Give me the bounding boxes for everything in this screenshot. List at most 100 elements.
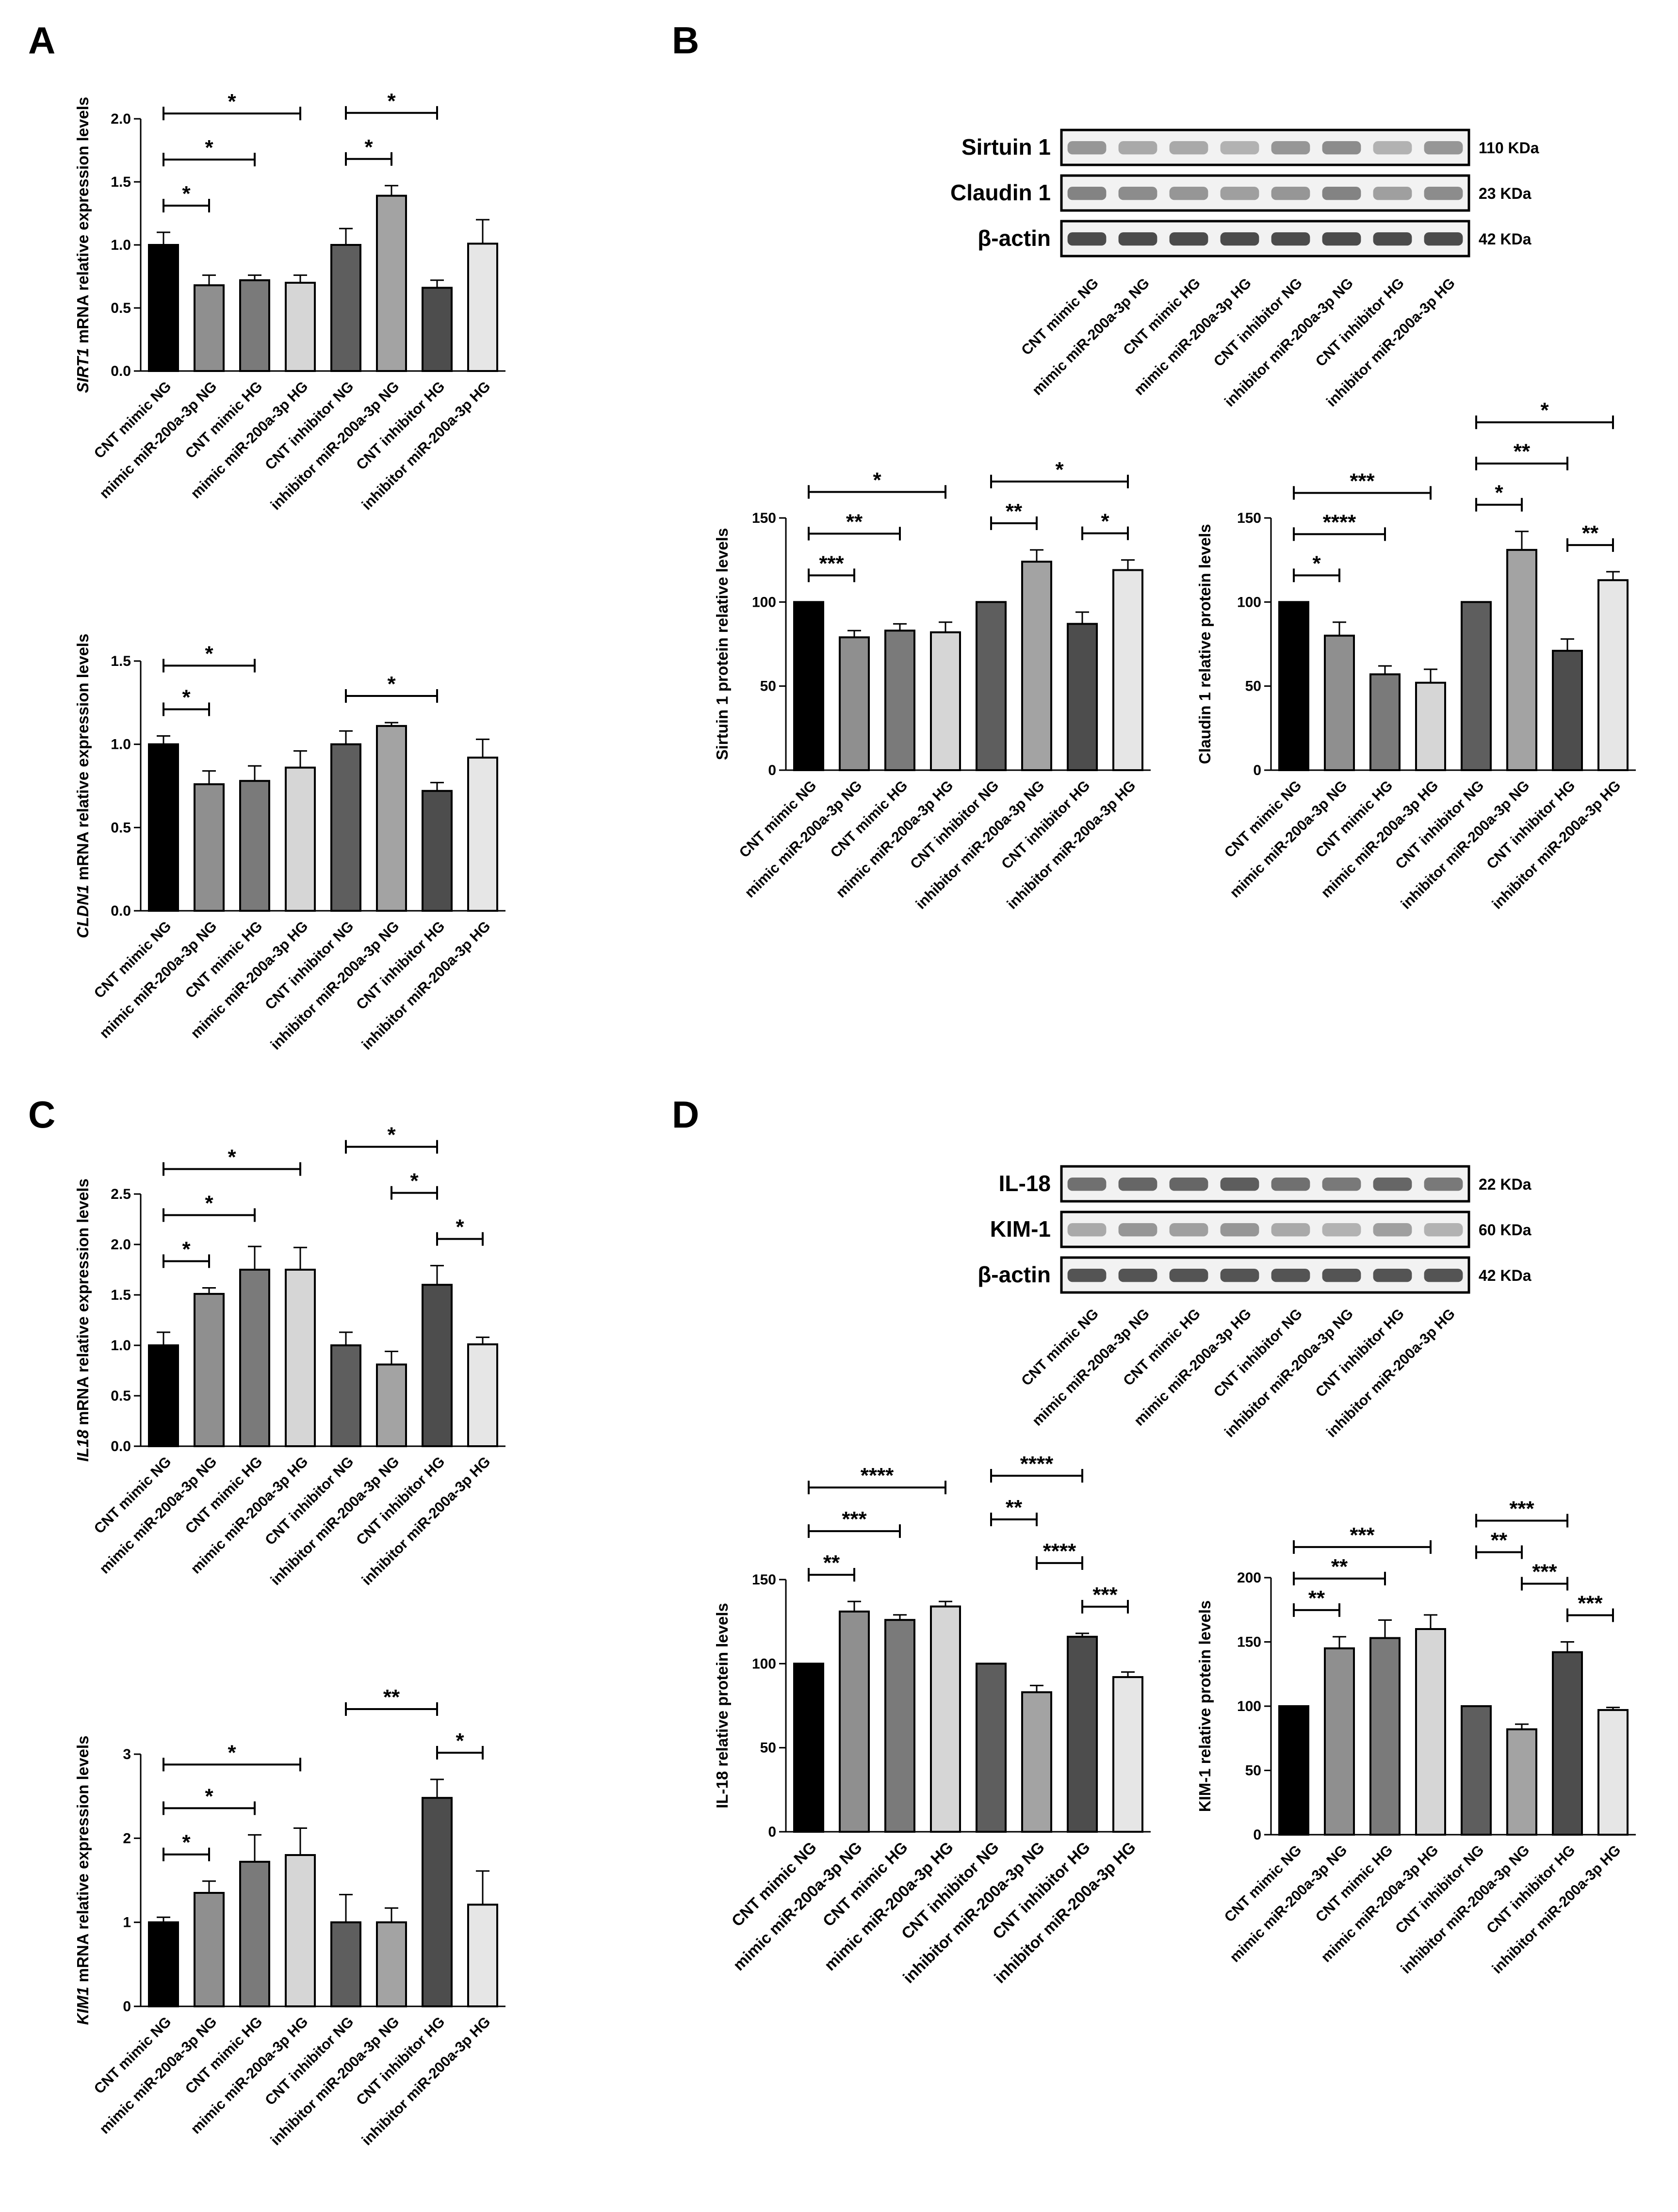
- blot-size-label: 110 KDa: [1479, 139, 1539, 157]
- blot-band: [1271, 187, 1310, 200]
- y-tick-label: 150: [1237, 1634, 1261, 1650]
- blot-band: [1220, 1223, 1259, 1237]
- bar-4: [930, 631, 961, 771]
- chart-c-kim1: 0 1 2 3 KIM1 mRNA relative expression levels…: [74, 1685, 505, 2148]
- y-axis-label-gene: KIM1: [74, 1987, 92, 2025]
- blot-band: [1067, 187, 1107, 200]
- x-tick-label: CNT mimic HG: [828, 777, 911, 861]
- y-axis-label: SIRT1 mRNA relative expression levels: [74, 97, 92, 393]
- significance-label: ***: [1092, 1583, 1118, 1607]
- y-tick-label: 0.0: [111, 903, 131, 919]
- blot-band: [1322, 141, 1361, 155]
- x-tick-label: CNT mimic HG: [819, 1838, 912, 1930]
- y-axis-label: IL18 mRNA relative expression levels: [74, 1179, 92, 1462]
- bar-7: [1552, 649, 1583, 772]
- bar-5: [1461, 601, 1492, 772]
- bar-2: [194, 284, 225, 372]
- blot-band: [1271, 1223, 1310, 1237]
- significance-label: **: [383, 1685, 400, 1709]
- blot-band: [1169, 1269, 1208, 1282]
- y-tick-label: 0.5: [111, 820, 131, 836]
- blot-lane-label: CNT inhibitor HG: [1313, 275, 1407, 370]
- y-axis-label: CLDN1 mRNA relative expression levels: [74, 634, 92, 938]
- blot-band: [1169, 1223, 1208, 1237]
- significance-label: **: [1514, 440, 1531, 464]
- blot-size-label: 23 KDa: [1479, 185, 1531, 202]
- significance-label: **: [1006, 500, 1023, 523]
- bar-6: [1021, 561, 1052, 771]
- bar-4: [930, 1605, 961, 1833]
- x-tick-label: CNT mimic NG: [91, 2014, 175, 2097]
- blot-band: [1424, 1269, 1463, 1282]
- bar-7: [1067, 1635, 1098, 1833]
- x-tick-label: CNT mimic HG: [1313, 777, 1396, 861]
- significance-label: *: [873, 468, 881, 492]
- blot-band: [1220, 1269, 1259, 1282]
- bar-1: [1278, 1705, 1309, 1836]
- y-tick-label: 0: [768, 1824, 776, 1840]
- blot-protein-label: IL-18: [999, 1171, 1051, 1196]
- bar-6: [376, 194, 407, 372]
- bar-8: [1597, 579, 1629, 772]
- significance-label: *: [182, 1831, 191, 1855]
- y-axis-label: KIM-1 relative protein levels: [1196, 1600, 1214, 1812]
- bar-4: [1415, 681, 1446, 771]
- bar-7: [1067, 623, 1098, 772]
- blot-band: [1118, 187, 1157, 200]
- x-tick-label: CNT inhibitor HG: [1483, 1842, 1578, 1937]
- y-tick-label: 2.0: [111, 1237, 131, 1253]
- bar-6: [376, 725, 407, 912]
- blot-band: [1373, 1178, 1412, 1191]
- blot-band: [1424, 1178, 1463, 1191]
- y-tick-label: 100: [752, 1656, 776, 1672]
- y-tick-label: 150: [1237, 510, 1261, 526]
- x-tick-label: CNT inhibitor NG: [262, 378, 357, 473]
- y-tick-label: 2.0: [111, 111, 131, 127]
- blot-band: [1118, 232, 1157, 246]
- significance-label: ***: [1350, 469, 1375, 493]
- bar-5: [976, 601, 1007, 772]
- significance-label: **: [1308, 1586, 1325, 1610]
- blot-size-label: 60 KDa: [1479, 1221, 1531, 1239]
- significance-label: ***: [1509, 1497, 1534, 1521]
- significance-label: *: [1312, 551, 1321, 575]
- bar-8: [1597, 1709, 1629, 1836]
- bar-8: [467, 1904, 498, 2007]
- x-tick-label: CNT inhibitor NG: [262, 2014, 357, 2108]
- chart-c-il18: 0.0 0.5 1.0 1.5 2.0 2.5 IL18 mRNA relative exp…: [74, 1123, 505, 1588]
- blot-band: [1220, 232, 1259, 246]
- y-tick-label: 0: [1253, 1827, 1261, 1843]
- bar-1: [793, 601, 824, 772]
- y-tick-label: 1.5: [111, 1287, 131, 1303]
- bar-3: [884, 630, 915, 772]
- blot-band: [1118, 1269, 1157, 1282]
- x-tick-label: CNT mimic NG: [736, 777, 820, 861]
- blot-band: [1373, 1223, 1412, 1237]
- significance-label: ****: [1043, 1539, 1076, 1563]
- bar-2: [194, 1892, 225, 2007]
- blot-band: [1373, 141, 1412, 155]
- bar-4: [285, 1854, 316, 2007]
- bar-3: [239, 1269, 270, 1447]
- chart-b-sirtuin1: 0 50 100 150 Sirtuin 1 protein relative leve…: [713, 458, 1151, 912]
- y-tick-label: 150: [752, 1572, 776, 1588]
- significance-label: **: [1491, 1529, 1508, 1552]
- blot-band: [1322, 1178, 1361, 1191]
- x-tick-label: CNT mimic NG: [91, 1453, 175, 1537]
- bar-3: [1369, 1637, 1401, 1836]
- bar-3: [884, 1619, 915, 1833]
- significance-label: *: [1055, 458, 1064, 482]
- chart-b-claudin1: 0 50 100 150 Claudin 1 relative protein leve…: [1196, 399, 1636, 912]
- x-tick-label: CNT mimic HG: [182, 2014, 266, 2097]
- bar-1: [1278, 601, 1309, 772]
- blot-band: [1118, 141, 1157, 155]
- blot-band: [1373, 232, 1412, 246]
- x-tick-label: CNT inhibitor NG: [907, 777, 1002, 872]
- blot-band: [1271, 1178, 1310, 1191]
- significance-label: *: [456, 1729, 464, 1753]
- bar-5: [976, 1663, 1007, 1833]
- bar-1: [148, 244, 179, 372]
- x-tick-label: CNT mimic NG: [1222, 777, 1305, 861]
- bar-7: [422, 790, 453, 912]
